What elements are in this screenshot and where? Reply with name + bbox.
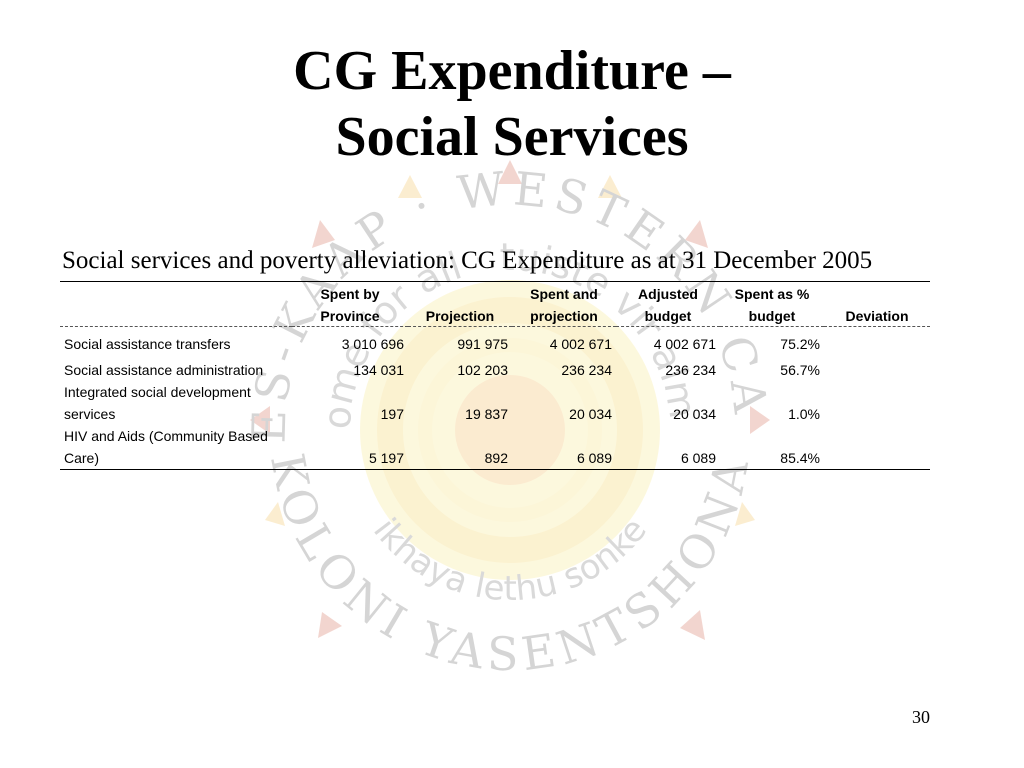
header-projection-line2: Projection — [408, 304, 512, 327]
header-pct-line1: Spent as % — [720, 281, 824, 304]
table-row: services 197 19 837 20 034 20 034 1.0% — [60, 403, 930, 425]
cell-spent: 134 031 — [353, 362, 404, 378]
cell-deviation — [824, 359, 930, 381]
table-caption: Social services and poverty alleviation:… — [62, 247, 873, 274]
cell-adjusted: 6 089 — [616, 447, 720, 470]
expenditure-table: Spent by Spent and Adjusted Spent as % P… — [60, 281, 930, 470]
table-row-label-line: Integrated social development — [60, 381, 930, 403]
cell-adjusted: 20 034 — [673, 406, 716, 422]
header-projection-line1 — [408, 281, 512, 304]
page-number: 30 — [912, 707, 930, 727]
header-spent-projection-line1: Spent and — [512, 281, 616, 304]
header-pct-line2: budget — [720, 304, 824, 327]
cell-deviation — [824, 327, 930, 356]
cell-projection: 991 975 — [457, 336, 508, 352]
row-label: Social assistance administration — [64, 362, 264, 378]
header-adjusted-line1: Adjusted — [616, 281, 720, 304]
cell-projection: 19 837 — [465, 406, 508, 422]
inner-text-bottom: ikhaya lethu sonke — [365, 510, 655, 609]
row-label-line1: Integrated social development — [64, 384, 251, 400]
header-deviation-line2: Deviation — [824, 304, 930, 327]
row-label: Social assistance transfers — [64, 336, 231, 352]
cell-deviation — [824, 403, 930, 425]
cell-pct: 56.7% — [780, 362, 820, 378]
title-line-2: Social Services — [335, 106, 689, 168]
cell-pct: 75.2% — [780, 336, 820, 352]
cell-spent: 197 — [380, 406, 404, 422]
row-label-line1: HIV and Aids (Community Based — [64, 428, 268, 444]
table-row: Care) 5 197 892 6 089 6 089 85.4% — [60, 447, 930, 470]
cell-deviation — [824, 447, 930, 470]
table-row: Social assistance administration 134 031… — [60, 359, 930, 381]
ring-text-bottom: KOLONI YASENTSHONA — [260, 449, 760, 681]
cell-spent-projection: 20 034 — [569, 406, 612, 422]
header-spent-line2: Province — [292, 304, 408, 327]
table-row: Social assistance transfers 3 010 696 99… — [60, 327, 930, 356]
header-row-1: Spent by Spent and Adjusted Spent as % — [60, 281, 930, 304]
header-spent-projection-line2: projection — [512, 304, 616, 327]
title-line-1: CG Expenditure – — [293, 40, 731, 102]
cell-spent: 3 010 696 — [341, 336, 404, 352]
slide-title: CG Expenditure – Social Services — [0, 38, 1024, 170]
cell-adjusted: 4 002 671 — [653, 336, 716, 352]
header-adjusted-line2: budget — [616, 304, 720, 327]
header-deviation-line1 — [824, 281, 930, 304]
header-label-line2 — [60, 304, 292, 327]
header-row-2: Province Projection projection budget bu… — [60, 304, 930, 327]
cell-spent-projection: 236 234 — [561, 362, 612, 378]
cell-pct: 85.4% — [720, 447, 824, 470]
table-row-label-line: HIV and Aids (Community Based — [60, 425, 930, 447]
cell-spent-projection: 4 002 671 — [549, 336, 612, 352]
cell-spent: 5 197 — [292, 447, 408, 470]
cell-adjusted: 236 234 — [665, 362, 716, 378]
header-spent-line1: Spent by — [292, 281, 408, 304]
cell-spent-projection: 6 089 — [512, 447, 616, 470]
cell-projection: 102 203 — [457, 362, 508, 378]
header-label-line1 — [60, 281, 292, 304]
row-label: Care) — [60, 447, 292, 470]
cell-projection: 892 — [408, 447, 512, 470]
cell-pct: 1.0% — [788, 406, 820, 422]
row-label: services — [64, 406, 116, 422]
